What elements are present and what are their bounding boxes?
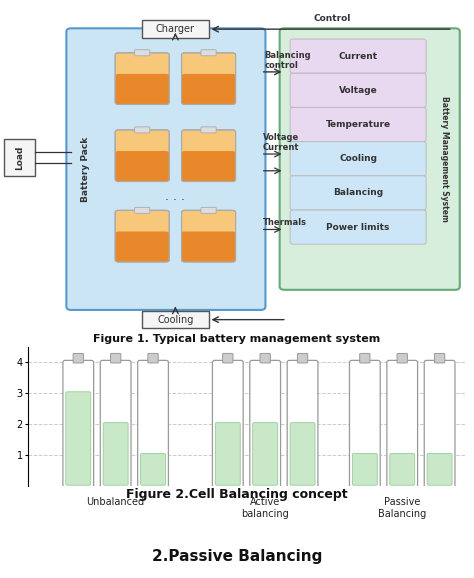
Text: Figure 1. Typical battery management system: Figure 1. Typical battery management sys… [93,334,381,344]
FancyBboxPatch shape [290,39,426,73]
FancyBboxPatch shape [103,423,128,485]
Text: Balancing: Balancing [333,188,383,198]
FancyBboxPatch shape [290,142,426,176]
FancyBboxPatch shape [135,208,150,213]
FancyBboxPatch shape [182,74,236,105]
FancyBboxPatch shape [201,50,216,56]
FancyBboxPatch shape [390,454,415,485]
Text: Unbalanced: Unbalanced [87,497,145,507]
FancyBboxPatch shape [435,353,445,363]
FancyBboxPatch shape [250,360,281,487]
FancyBboxPatch shape [253,423,278,485]
Bar [142,20,209,38]
FancyBboxPatch shape [63,360,94,487]
FancyBboxPatch shape [360,353,370,363]
Text: 2.Passive Balancing: 2.Passive Balancing [152,549,322,564]
FancyBboxPatch shape [424,360,455,487]
FancyBboxPatch shape [215,423,240,485]
FancyBboxPatch shape [141,454,165,485]
FancyBboxPatch shape [201,127,216,133]
FancyBboxPatch shape [182,130,236,181]
FancyBboxPatch shape [397,353,407,363]
Text: Load: Load [15,145,24,169]
FancyBboxPatch shape [137,360,168,487]
Text: Current: Current [338,51,378,61]
Text: Active
balancing: Active balancing [241,497,289,519]
FancyBboxPatch shape [148,353,158,363]
FancyBboxPatch shape [110,353,121,363]
Bar [4,139,35,176]
FancyBboxPatch shape [212,360,243,487]
Text: Power limits: Power limits [327,223,390,232]
FancyBboxPatch shape [290,176,426,210]
FancyBboxPatch shape [66,28,265,310]
FancyBboxPatch shape [115,210,169,262]
Text: Voltage
Current: Voltage Current [263,133,300,153]
Text: · · ·: · · · [165,194,185,208]
FancyBboxPatch shape [135,127,150,133]
Text: Battery Pack: Battery Pack [81,136,90,202]
FancyBboxPatch shape [297,353,308,363]
FancyBboxPatch shape [73,353,83,363]
Text: Temperature: Temperature [326,120,391,129]
FancyBboxPatch shape [223,353,233,363]
FancyBboxPatch shape [427,454,452,485]
FancyBboxPatch shape [100,360,131,487]
FancyBboxPatch shape [290,73,426,108]
Text: Battery Management System: Battery Management System [440,96,449,222]
FancyBboxPatch shape [387,360,418,487]
Text: Balancing
control: Balancing control [264,51,311,71]
FancyBboxPatch shape [280,28,460,290]
FancyBboxPatch shape [290,210,426,244]
FancyBboxPatch shape [115,130,169,181]
Text: Charger: Charger [156,24,195,34]
Text: Cooling: Cooling [157,314,193,325]
FancyBboxPatch shape [115,53,169,105]
Bar [142,311,209,328]
FancyBboxPatch shape [349,360,380,487]
FancyBboxPatch shape [201,208,216,213]
Text: Cooling: Cooling [339,154,377,163]
FancyBboxPatch shape [290,423,315,485]
Text: Control: Control [313,14,350,23]
FancyBboxPatch shape [115,231,169,262]
FancyBboxPatch shape [115,74,169,105]
FancyBboxPatch shape [135,50,150,56]
FancyBboxPatch shape [66,392,91,485]
Text: Voltage: Voltage [339,86,377,95]
FancyBboxPatch shape [352,454,377,485]
FancyBboxPatch shape [260,353,270,363]
FancyBboxPatch shape [287,360,318,487]
FancyBboxPatch shape [182,53,236,105]
Text: Figure 2.Cell Balancing concept: Figure 2.Cell Balancing concept [126,488,348,501]
FancyBboxPatch shape [115,151,169,181]
Text: Thermals: Thermals [263,218,307,228]
FancyBboxPatch shape [290,108,426,142]
FancyBboxPatch shape [182,151,236,181]
Text: Passive
Balancing: Passive Balancing [378,497,426,519]
FancyBboxPatch shape [182,210,236,262]
FancyBboxPatch shape [182,231,236,262]
